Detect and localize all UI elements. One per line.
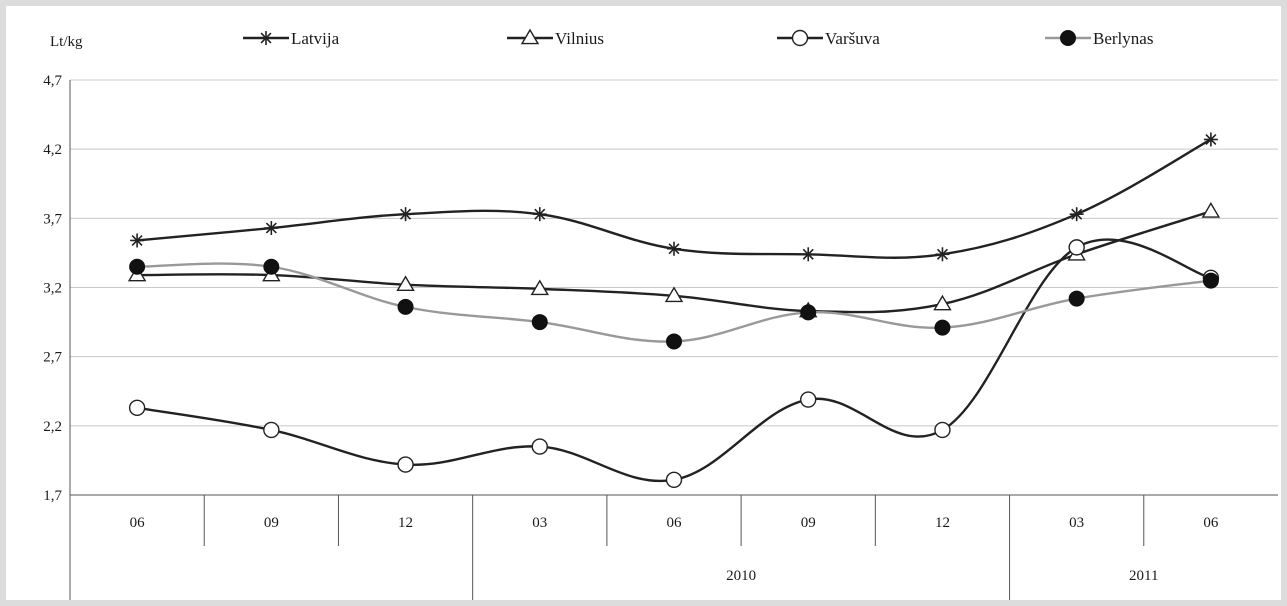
- data-point: [1068, 239, 1085, 256]
- data-point: [531, 314, 548, 331]
- x-tick-label: 06: [1203, 515, 1219, 531]
- y-tick-label: 4,2: [43, 142, 62, 158]
- data-point: [934, 421, 951, 439]
- data-point: [1068, 290, 1085, 307]
- legend-marker: [1060, 30, 1076, 46]
- y-tick-label: 1,7: [43, 488, 62, 504]
- data-point: [128, 399, 146, 417]
- data-point: [933, 294, 952, 311]
- legend-label: Latvija: [291, 29, 340, 48]
- data-point: [1069, 207, 1084, 222]
- y-tick-label: 4,7: [43, 73, 62, 89]
- data-point: [800, 391, 817, 408]
- y-tick-label: 2,2: [43, 419, 62, 435]
- data-point: [396, 275, 415, 292]
- legend-marker: [520, 28, 540, 45]
- legend-marker: [791, 29, 809, 47]
- x-tick-label: 06: [130, 515, 146, 531]
- series-line-berlynas: [137, 262, 1212, 343]
- x-tick-label: 09: [264, 515, 279, 531]
- data-point: [935, 247, 950, 262]
- data-point: [1202, 272, 1219, 289]
- data-point: [531, 438, 548, 455]
- data-point: [264, 221, 279, 236]
- data-point: [263, 421, 280, 439]
- data-point: [263, 258, 280, 275]
- y-tick-label: 3,2: [43, 281, 62, 297]
- data-point: [398, 207, 413, 222]
- data-point: [667, 241, 681, 256]
- x-tick-label: 09: [801, 515, 816, 531]
- legend-label: Berlynas: [1093, 29, 1153, 48]
- data-point: [530, 279, 550, 296]
- data-point: [1203, 132, 1218, 147]
- x-tick-label: 03: [532, 515, 547, 531]
- x-tick-label: 03: [1069, 515, 1084, 531]
- data-point: [800, 304, 817, 321]
- data-point: [664, 286, 684, 303]
- year-group-label: 2010: [726, 568, 756, 584]
- data-point: [1201, 202, 1221, 218]
- legend-label: Varšuva: [825, 29, 880, 48]
- y-tick-label: 3,7: [43, 211, 62, 227]
- data-point: [666, 333, 682, 350]
- y-axis-label: Lt/kg: [50, 34, 83, 50]
- y-tick-label: 2,7: [43, 350, 62, 366]
- data-point: [532, 207, 547, 222]
- legend-item: Vilnius: [507, 28, 604, 48]
- x-tick-label: 12: [935, 515, 950, 531]
- legend-label: Vilnius: [555, 29, 604, 48]
- legend-item: Varšuva: [777, 29, 880, 48]
- data-point: [397, 456, 414, 473]
- legend-item: Berlynas: [1045, 29, 1153, 48]
- data-point: [130, 233, 145, 248]
- year-group-label: 2011: [1129, 568, 1158, 584]
- legend-item: Latvija: [243, 29, 340, 48]
- chart-frame: [6, 6, 1281, 600]
- data-point: [665, 471, 683, 488]
- data-point: [397, 298, 414, 315]
- series-line-varšuva: [136, 238, 1212, 483]
- x-tick-label: 12: [398, 515, 413, 531]
- data-point: [934, 319, 951, 336]
- x-tick-label: 06: [667, 515, 683, 531]
- data-point: [801, 247, 816, 262]
- data-point: [129, 258, 146, 275]
- series-line-latvija: [137, 138, 1212, 259]
- legend-marker: [259, 31, 273, 45]
